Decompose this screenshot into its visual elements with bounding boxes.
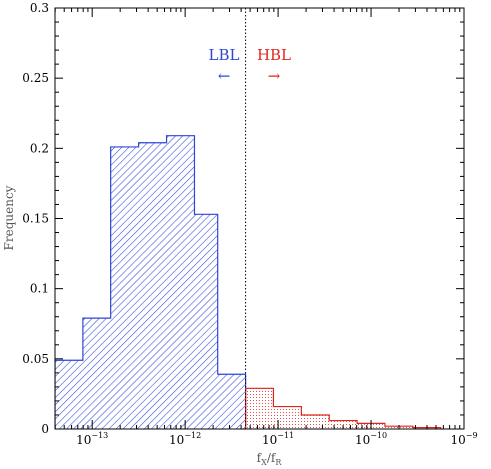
bar-lbl-5 [194,214,218,429]
annotation-lbl-arrow: ← [218,67,231,85]
x-axis-title: fX/fR [257,451,283,467]
bar-lbl-3 [138,142,167,429]
y-tick-label: 0.3 [30,1,49,15]
bars-layer [55,135,442,429]
x-tick-label: 10−13 [76,431,108,447]
bar-lbl-6 [217,374,246,429]
annotation-hbl-label: HBL [257,46,291,64]
bar-lbl-0 [55,360,83,429]
y-tick-label: 0.15 [22,212,49,226]
x-axis-title-f2: f [271,451,277,465]
x-tick-label: 10−10 [355,431,387,447]
bar-hbl-2 [301,414,330,429]
annotation-hbl-arrow: → [268,67,281,85]
bar-hbl-3 [329,420,358,429]
x-tick-label: 10−11 [262,431,294,447]
y-tick-label: 0.05 [22,352,49,366]
x-tick-label: 10−9 [450,431,477,447]
ticks-layer [54,7,465,430]
y-tick-label: 0 [41,422,49,436]
bar-hbl-0 [245,388,274,429]
annotation-lbl-label: LBL [209,46,240,64]
bar-hbl-1 [273,406,302,429]
outline-hbl [244,387,442,429]
bar-lbl-1 [82,318,111,429]
y-tick-label: 0.1 [30,282,49,296]
y-tick-label: 0.2 [30,141,49,155]
x-tick-label: 10−12 [169,431,201,447]
labels-layer: 0 0.05 0.1 0.15 0.2 0.25 0.3 10−13 10−12 10−11 10−… [22,1,477,447]
x-axis-title-f1: f [257,451,263,465]
outline-lbl [55,135,247,429]
x-axis-title-sub-x: X [261,458,267,467]
y-tick-label: 0.25 [22,71,49,85]
y-axis-title: Frequency [2,185,16,250]
bar-lbl-2 [110,146,139,429]
bar-lbl-4 [166,135,195,429]
x-axis-title-sub-r: R [275,458,282,467]
x-axis-title-slash: / [267,451,272,465]
